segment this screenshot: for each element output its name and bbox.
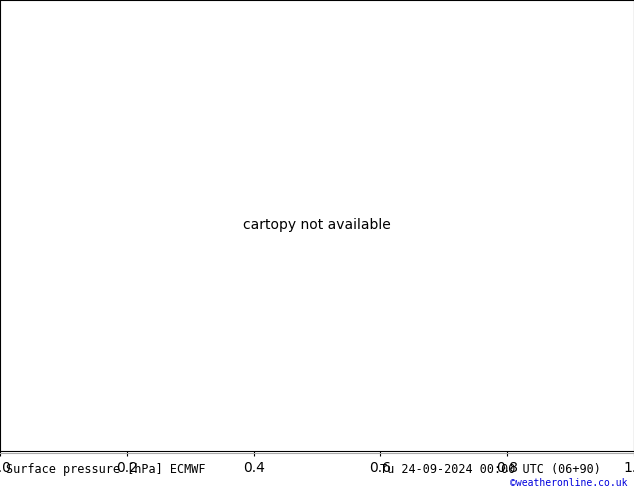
Text: Surface pressure [hPa] ECMWF: Surface pressure [hPa] ECMWF [6,463,206,476]
Text: Tu 24-09-2024 00:00 UTC (06+90): Tu 24-09-2024 00:00 UTC (06+90) [380,463,601,476]
Text: cartopy not available: cartopy not available [243,219,391,232]
Text: ©weatheronline.co.uk: ©weatheronline.co.uk [510,478,628,488]
